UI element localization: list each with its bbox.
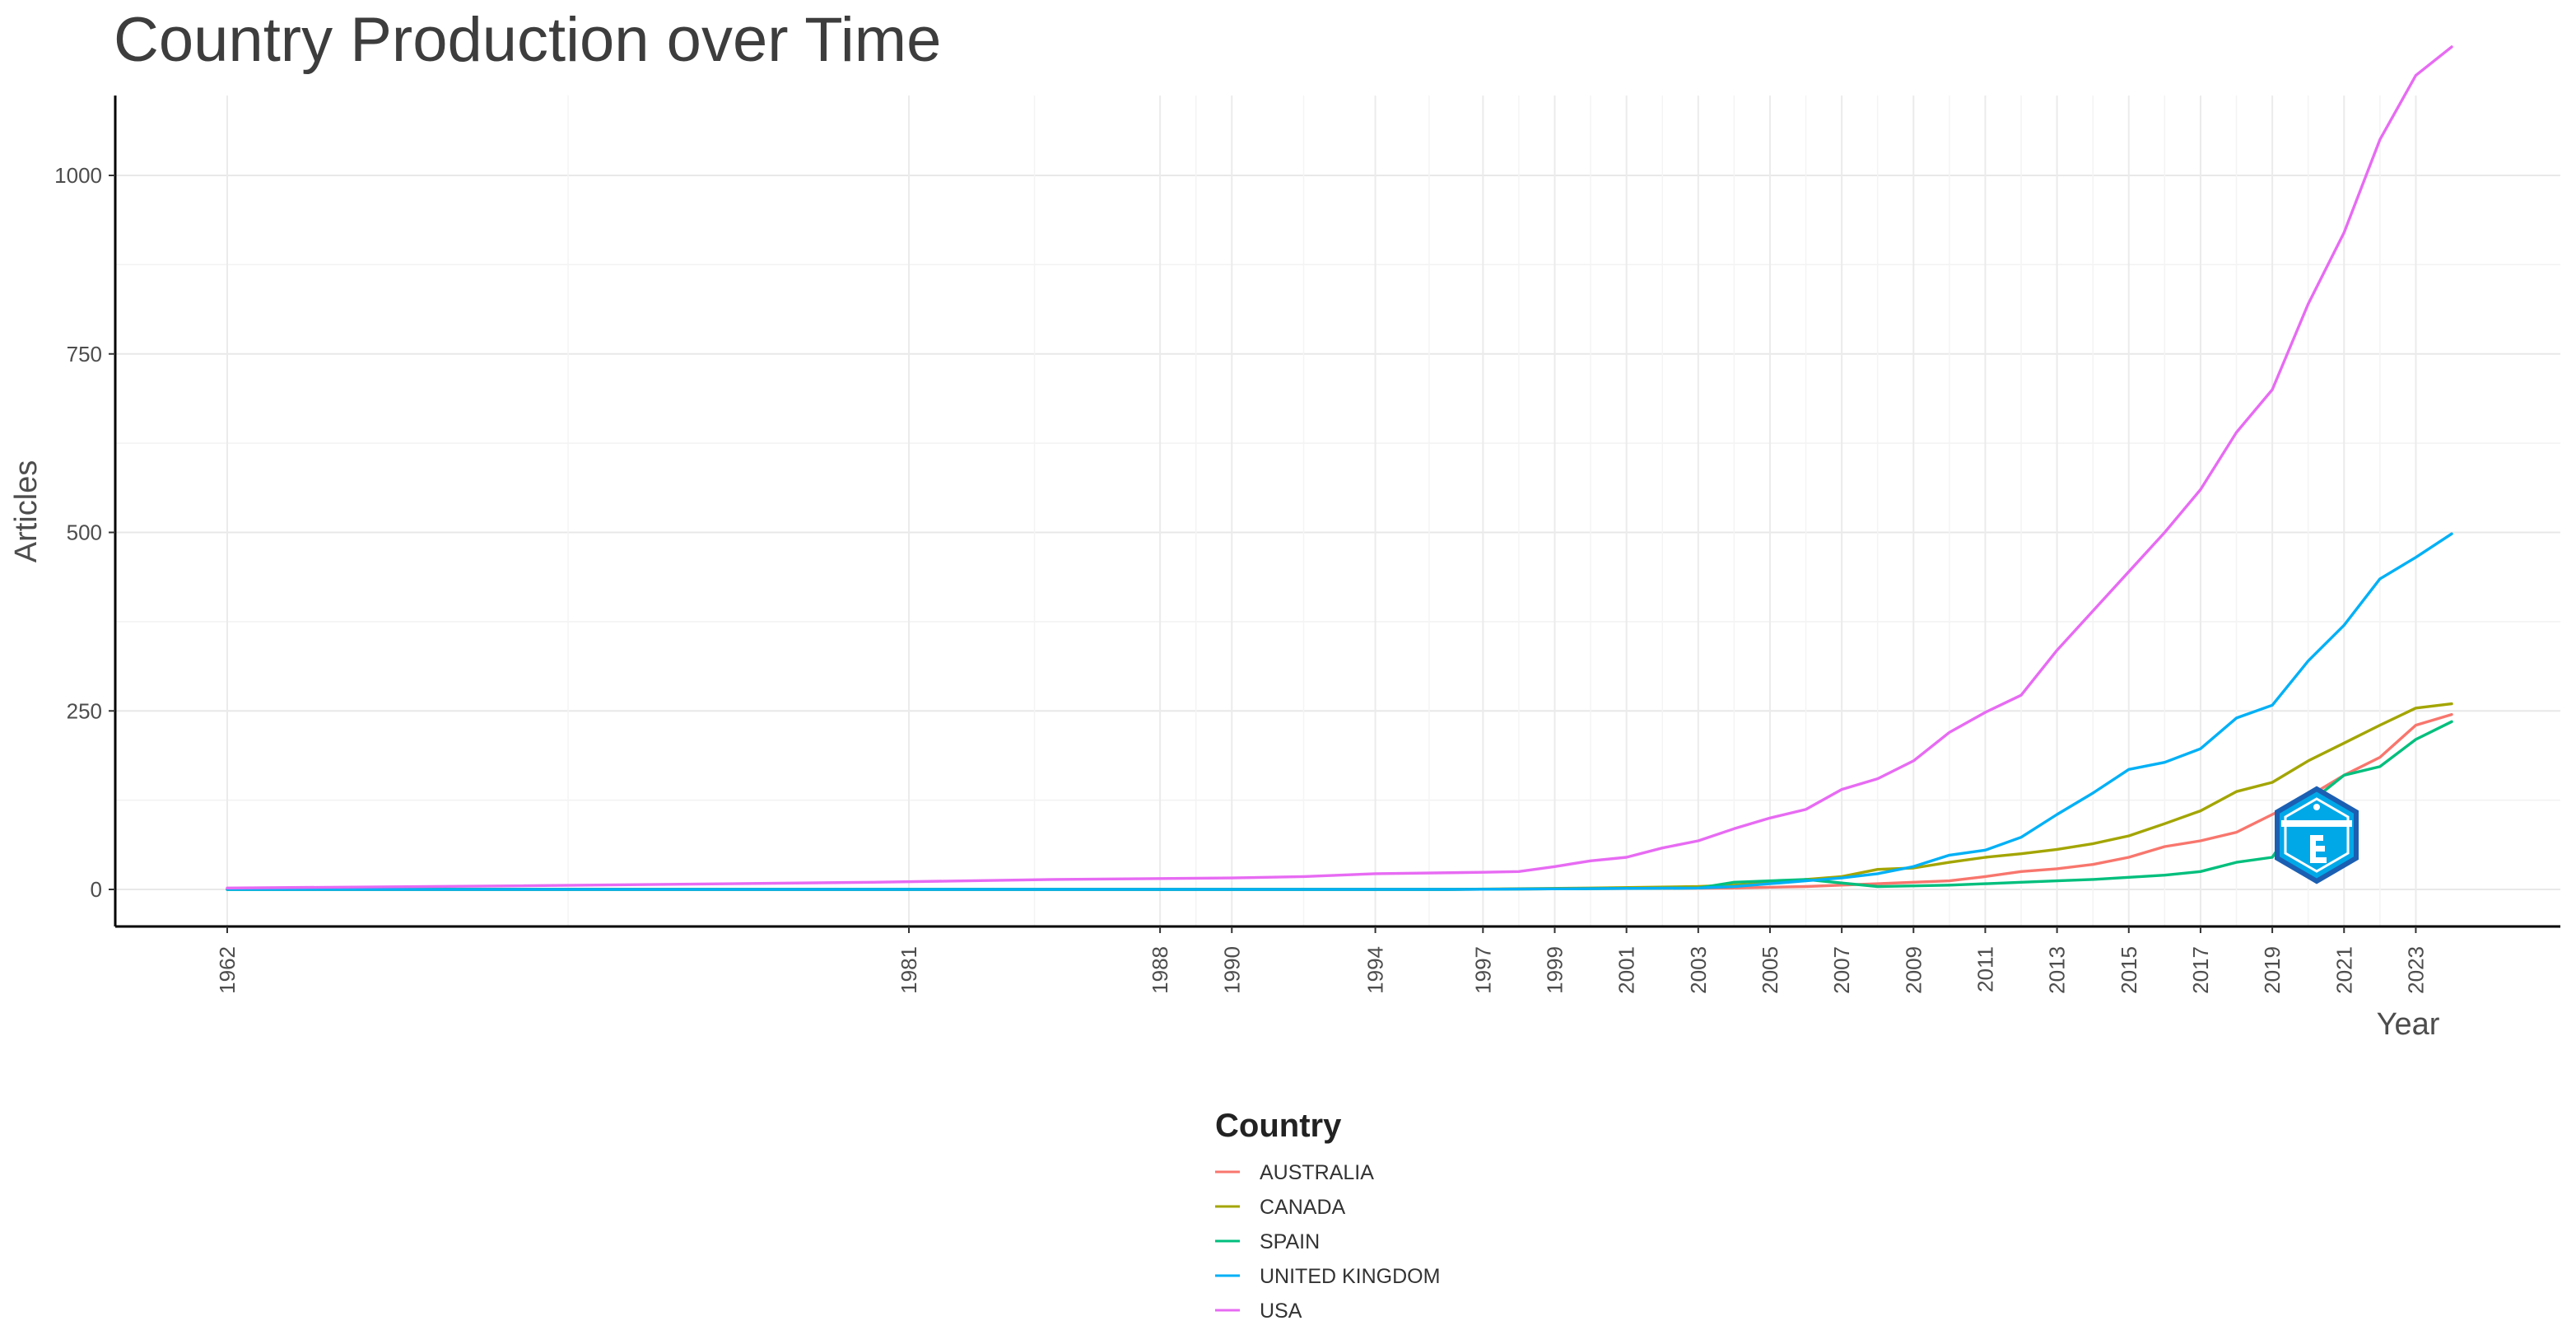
x-tick-label: 2009: [1901, 946, 1926, 994]
x-tick-label: 1990: [1219, 946, 1244, 994]
x-tick-label: 2007: [1829, 946, 1854, 994]
legend: AUSTRALIA CANADA SPAIN UNITED KINGDOM USA: [1215, 1161, 1440, 1323]
y-tick-label: 500: [67, 520, 102, 545]
x-tick-label: 2017: [2188, 946, 2213, 994]
logo-glyph-icon: [2310, 835, 2327, 863]
axes: [114, 96, 2560, 928]
x-tick-label: 1988: [1148, 946, 1172, 994]
y-axis-title: Articles: [9, 460, 44, 563]
bibliometrix-logo: [2275, 786, 2359, 884]
x-tick-label: 2013: [2045, 946, 2070, 994]
grid: [115, 96, 2560, 926]
x-tick-label: 1999: [1542, 946, 1567, 994]
series-line-australia: [226, 712, 2453, 891]
legend-label: UNITED KINGDOM: [1260, 1265, 1440, 1288]
legend-title: Country: [1215, 1108, 1342, 1144]
x-tick-label: 2023: [2403, 946, 2428, 994]
x-tick-label: 2019: [2260, 946, 2285, 994]
x-tick-label: 1997: [1470, 946, 1495, 994]
x-tick-label: 1962: [215, 946, 240, 994]
y-tick-label: 250: [67, 698, 102, 723]
x-tick-label: 2001: [1614, 946, 1639, 994]
y-tick-label: 0: [91, 877, 102, 902]
x-tick-label: 2011: [1973, 946, 1997, 992]
x-tick-label: 1994: [1363, 946, 1388, 994]
series-line-usa: [226, 45, 2453, 890]
y-tick-label: 750: [67, 342, 102, 366]
legend-label: USA: [1260, 1300, 1302, 1323]
ticks: 0 250 500 750 1000 1962 1981 1988 1990 1994 1997 19…: [54, 163, 2428, 994]
x-tick-label: 1981: [897, 946, 921, 994]
x-tick-label: 2005: [1758, 946, 1782, 994]
legend-label: CANADA: [1260, 1196, 1346, 1219]
legend-label: SPAIN: [1260, 1230, 1320, 1253]
x-tick-label: 2003: [1686, 946, 1711, 994]
y-tick-label: 1000: [54, 163, 102, 188]
logo-banner-icon: [2281, 820, 2352, 827]
series-line-canada: [226, 702, 2453, 891]
hexagon-inner-outline-icon: [2284, 797, 2350, 873]
x-axis-title: Year: [2377, 1007, 2440, 1042]
x-tick-label: 2021: [2331, 946, 2356, 994]
logo-dot-icon: [2313, 804, 2320, 810]
legend-label: AUSTRALIA: [1260, 1161, 1374, 1184]
series-line-spain: [226, 720, 2453, 891]
x-tick-label: 2015: [2117, 946, 2141, 994]
series-line-united-kingdom: [226, 532, 2453, 891]
chart-title: Country Production over Time: [114, 5, 941, 75]
series-lines: [226, 45, 2453, 891]
